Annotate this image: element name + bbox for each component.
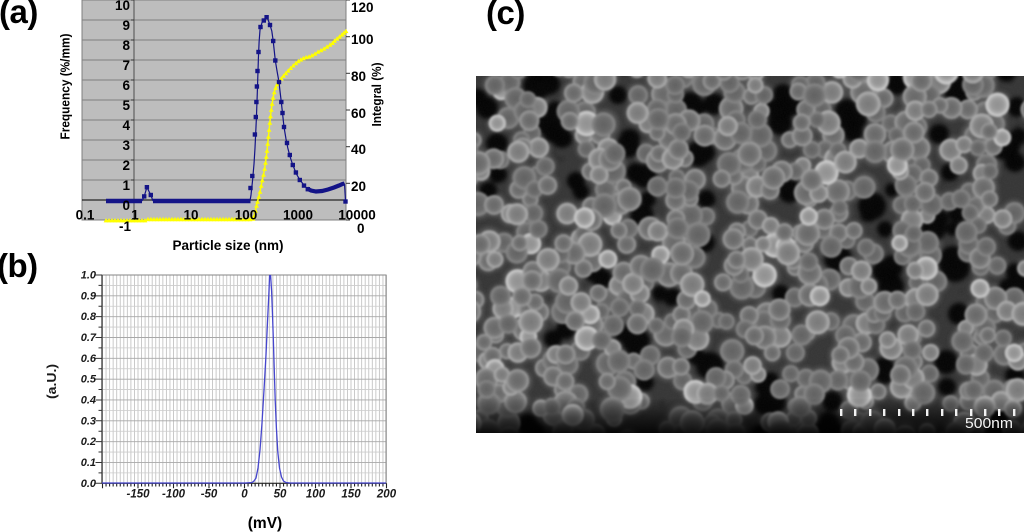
svg-text:10: 10 xyxy=(115,0,130,13)
svg-text:100: 100 xyxy=(235,208,258,223)
svg-text:4: 4 xyxy=(122,118,130,133)
svg-text:0: 0 xyxy=(241,489,248,501)
svg-text:0.1: 0.1 xyxy=(76,208,95,223)
svg-text:40: 40 xyxy=(351,142,366,157)
svg-text:0: 0 xyxy=(357,221,365,236)
svg-text:8: 8 xyxy=(122,38,130,53)
svg-text:-100: -100 xyxy=(162,489,186,501)
svg-text:0.8: 0.8 xyxy=(81,311,97,323)
svg-text:1000: 1000 xyxy=(283,208,313,223)
svg-text:0.5: 0.5 xyxy=(81,374,97,386)
svg-text:-150: -150 xyxy=(126,489,150,501)
svg-text:5: 5 xyxy=(122,98,130,113)
svg-text:3: 3 xyxy=(122,138,130,153)
svg-text:120: 120 xyxy=(351,0,374,15)
svg-text:50: 50 xyxy=(274,489,287,501)
svg-text:0.9: 0.9 xyxy=(81,290,97,302)
svg-text:80: 80 xyxy=(351,69,366,84)
svg-text:0.3: 0.3 xyxy=(81,415,96,427)
svg-text:1: 1 xyxy=(122,178,130,193)
svg-text:9: 9 xyxy=(122,18,130,33)
svg-text:0.0: 0.0 xyxy=(81,478,97,490)
svg-text:0.6: 0.6 xyxy=(81,353,97,365)
svg-text:-1: -1 xyxy=(119,219,131,234)
svg-text:1: 1 xyxy=(131,208,139,223)
svg-text:10000: 10000 xyxy=(338,208,376,223)
svg-text:0: 0 xyxy=(122,198,130,213)
svg-text:2: 2 xyxy=(122,158,130,173)
svg-text:100: 100 xyxy=(351,32,374,47)
svg-text:200: 200 xyxy=(376,489,397,501)
svg-text:100: 100 xyxy=(306,489,326,501)
svg-text:60: 60 xyxy=(351,106,366,121)
svg-text:10: 10 xyxy=(183,208,198,223)
svg-text:0.1: 0.1 xyxy=(81,457,96,469)
svg-text:(mV): (mV) xyxy=(248,515,282,532)
svg-text:0.4: 0.4 xyxy=(81,395,96,407)
svg-text:7: 7 xyxy=(122,58,130,73)
svg-text:500nm: 500nm xyxy=(965,416,1013,432)
svg-text:0.7: 0.7 xyxy=(81,332,97,344)
svg-text:150: 150 xyxy=(341,489,361,501)
svg-text:Integral (%): Integral (%) xyxy=(370,63,384,127)
svg-text:Frequency (%/mm): Frequency (%/mm) xyxy=(59,34,73,140)
svg-text:(a.U.): (a.U.) xyxy=(45,364,59,399)
svg-text:1.0: 1.0 xyxy=(81,270,97,282)
svg-text:-50: -50 xyxy=(201,489,218,501)
svg-text:Particle size (nm): Particle size (nm) xyxy=(172,238,283,253)
svg-text:20: 20 xyxy=(351,179,366,194)
svg-text:6: 6 xyxy=(122,78,130,93)
svg-text:0.2: 0.2 xyxy=(81,436,96,448)
